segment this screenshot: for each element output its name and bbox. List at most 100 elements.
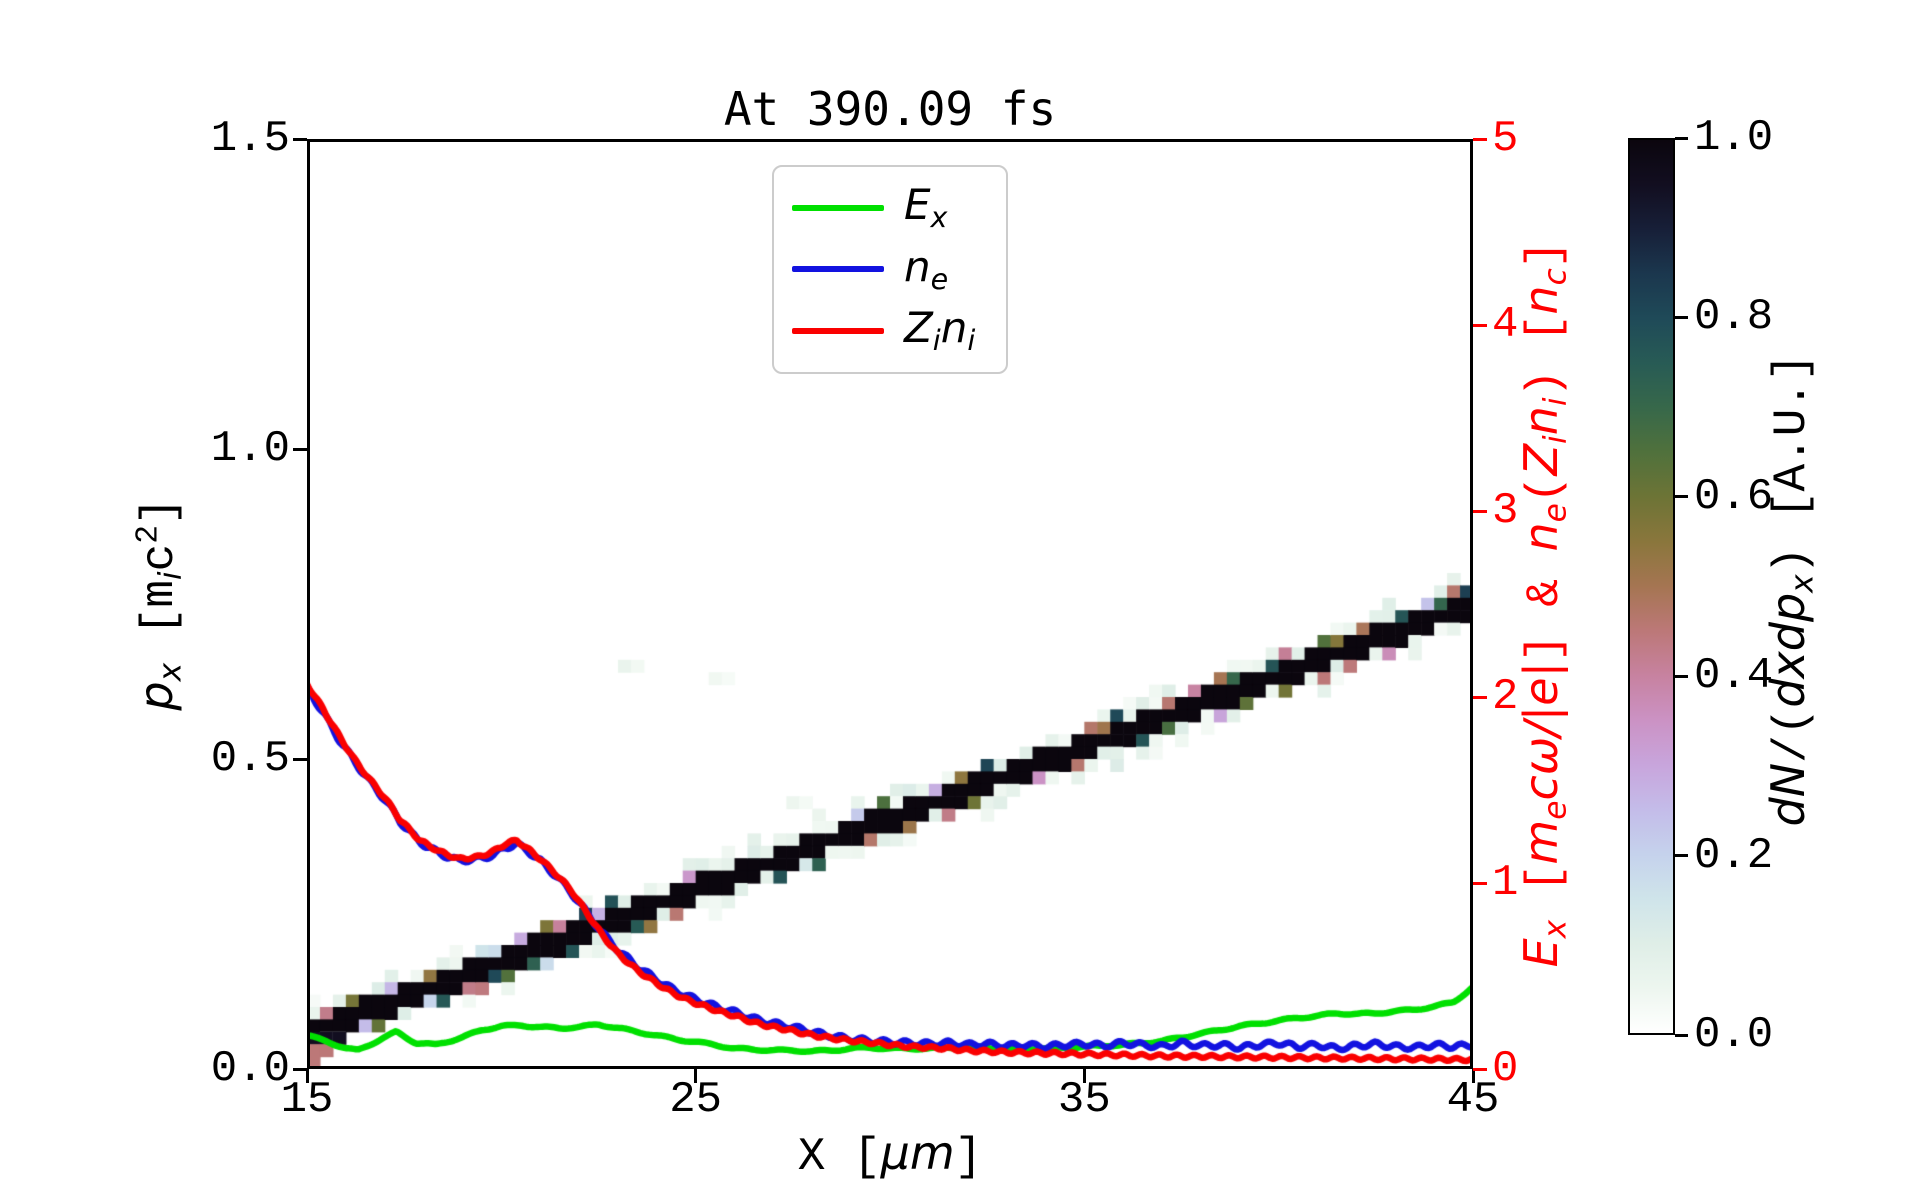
y-left-tick-label: 1.0 <box>210 424 290 474</box>
label-part: [A.U.] <box>1765 353 1818 547</box>
label-part: /( <box>1765 707 1818 763</box>
y-right-tick <box>1473 137 1487 141</box>
label-part: [ <box>133 607 186 663</box>
x-tick-label: 35 <box>1057 1075 1111 1125</box>
label-part: dN <box>1760 762 1815 827</box>
y-right-tick-label: 1 <box>1492 858 1519 908</box>
x-tick-label: 45 <box>1446 1075 1500 1125</box>
label-part: [ <box>1518 314 1571 370</box>
label-part: /|e| <box>1513 661 1568 737</box>
y-right-tick-label: 2 <box>1492 672 1519 722</box>
label-part: E <box>904 180 931 230</box>
label-part: c <box>133 543 186 572</box>
legend-line-zini <box>792 328 884 335</box>
colorbar-gradient <box>1628 138 1675 1035</box>
label-part: ) <box>1765 546 1818 575</box>
label-part: x <box>152 662 189 682</box>
y-right-tick-label: 0 <box>1492 1044 1519 1094</box>
colorbar-tick-label: 0.6 <box>1694 471 1774 522</box>
label-part: x <box>1537 919 1574 939</box>
x-tick <box>1082 1069 1086 1083</box>
colorbar-label: dN/(dxdpx) [A.U.] <box>1761 353 1821 826</box>
label-part: μm <box>880 1126 955 1180</box>
y-right-tick <box>1473 1067 1487 1071</box>
y-right-tick-label: 5 <box>1492 114 1519 164</box>
label-part: Z <box>904 303 933 353</box>
label-part: e <box>930 261 949 296</box>
label-part: ω <box>1513 736 1568 776</box>
x-tick <box>1471 1069 1475 1083</box>
legend-item-ne: ne <box>792 241 988 297</box>
colorbar-tick-label: 0.0 <box>1694 1010 1774 1060</box>
plot-title: At 390.09 fs <box>723 82 1057 136</box>
label-part: i <box>1537 435 1574 444</box>
legend-item-ex: Ex <box>792 180 988 236</box>
y-right-tick <box>1473 323 1487 327</box>
label-part: 2 <box>131 525 167 544</box>
label-part: ] <box>133 497 186 525</box>
label-part: n <box>904 241 931 291</box>
label-part: i <box>1537 397 1574 407</box>
label-part: e <box>1537 503 1574 523</box>
y-left-tick <box>293 757 307 761</box>
y-right-tick-label: 4 <box>1492 300 1519 350</box>
y-right-tick <box>1473 881 1487 885</box>
label-part: ) <box>1518 369 1571 398</box>
label-part: e <box>1537 800 1574 820</box>
y-axis-left-label: px [mic2] <box>129 497 189 710</box>
x-tick <box>305 1069 309 1083</box>
legend-label-ne: ne <box>904 245 949 296</box>
label-part: c <box>1513 775 1568 801</box>
label-part: E <box>1513 938 1568 968</box>
y-right-tick <box>1473 509 1487 513</box>
colorbar-tick <box>1675 495 1688 499</box>
label-part: m <box>133 580 186 608</box>
colorbar-tick <box>1675 315 1688 319</box>
label-part: p <box>128 681 183 711</box>
y-left-tick <box>293 1067 307 1071</box>
label-part: i <box>152 571 189 581</box>
colorbar-tick <box>1675 1033 1688 1037</box>
colorbar-tick-label: 0.4 <box>1694 651 1774 702</box>
colorbar-tick <box>1675 674 1688 678</box>
label-part: ( <box>1518 475 1571 504</box>
label-part: [ <box>1518 864 1571 920</box>
colorbar-tick-label: 1.0 <box>1694 113 1774 163</box>
legend-label-ex: Ex <box>904 184 947 232</box>
label-part: X [ <box>797 1131 881 1183</box>
label-part: ] <box>1518 240 1571 269</box>
colorbar-tick-label: 0.2 <box>1694 830 1774 881</box>
y-left-tick-label: 1.5 <box>210 114 290 164</box>
x-tick-label: 25 <box>669 1075 723 1125</box>
colorbar-tick <box>1675 854 1688 858</box>
colorbar-tick-label: 0.8 <box>1694 292 1774 343</box>
legend-line-ne <box>792 266 884 273</box>
legend-line-ex <box>792 204 884 211</box>
x-tick <box>694 1069 698 1083</box>
y-left-tick <box>293 447 307 451</box>
label-part: ] & <box>1518 551 1571 662</box>
y-left-tick-label: 0.5 <box>210 734 290 784</box>
label-part: n <box>940 303 968 353</box>
label-part: i <box>932 323 941 358</box>
y-left-tick-label: 0.0 <box>210 1044 290 1094</box>
label-part: dxdp <box>1760 592 1815 708</box>
label-part: n <box>1513 522 1568 552</box>
legend-label-zini: Zini <box>904 307 975 355</box>
label-part: x <box>1784 574 1821 593</box>
legend-item-zini: Zini <box>792 303 988 359</box>
legend: Ex ne Zini <box>772 165 1008 374</box>
colorbar-tick <box>1675 136 1688 140</box>
x-axis-label: X [μm] <box>307 1130 1473 1180</box>
y-left-tick <box>293 137 307 141</box>
label-part: c <box>1537 268 1574 286</box>
y-axis-right-label: Ex [mecω/|e|] & ne(Zini) [nc] <box>1514 240 1574 968</box>
label-part: x <box>930 200 948 235</box>
label-part: i <box>967 323 976 358</box>
label-part: n <box>1513 406 1568 436</box>
label-part: ] <box>954 1131 983 1183</box>
y-right-tick <box>1473 695 1487 699</box>
label-part: m <box>1513 819 1568 865</box>
x-tick-label: 15 <box>280 1075 334 1125</box>
